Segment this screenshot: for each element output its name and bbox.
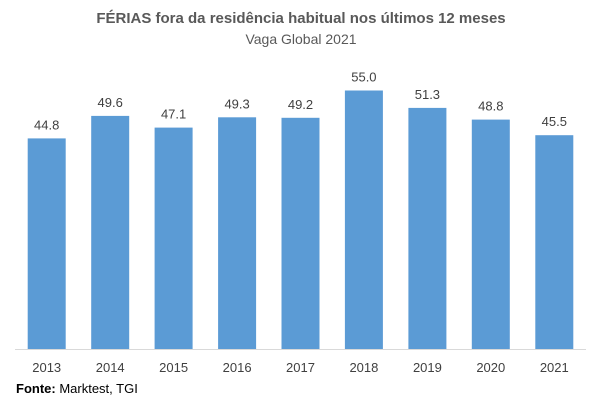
data-label-2018: 55.0 xyxy=(351,70,376,85)
x-tick-label-2014: 2014 xyxy=(96,360,125,375)
bar-2015 xyxy=(154,127,193,349)
data-label-2020: 48.8 xyxy=(478,99,503,114)
bar-2019 xyxy=(408,107,447,350)
x-tick-label-2015: 2015 xyxy=(159,360,188,375)
data-label-2015: 47.1 xyxy=(161,107,186,122)
bar-2014 xyxy=(91,115,130,350)
data-label-2017: 49.2 xyxy=(288,97,313,112)
x-tick-label-2019: 2019 xyxy=(413,360,442,375)
bar-2021 xyxy=(535,135,574,349)
x-tick-label-2018: 2018 xyxy=(349,360,378,375)
chart-title: FÉRIAS fora da residência habitual nos ú… xyxy=(96,10,506,27)
bar-2017 xyxy=(281,117,320,349)
x-tick-label-2013: 2013 xyxy=(32,360,61,375)
x-tick-label-2021: 2021 xyxy=(540,360,569,375)
x-tick-label-2020: 2020 xyxy=(476,360,505,375)
bar-2020 xyxy=(471,119,510,349)
data-label-2016: 49.3 xyxy=(224,96,249,111)
data-label-2021: 45.5 xyxy=(542,114,567,129)
data-label-2019: 51.3 xyxy=(415,87,440,102)
source-text: Marktest, TGI xyxy=(55,381,138,396)
x-tick-label-2016: 2016 xyxy=(223,360,252,375)
bar-2013 xyxy=(27,138,66,349)
data-label-2013: 44.8 xyxy=(34,117,59,132)
source-label: Fonte: xyxy=(16,381,56,396)
source-note: Fonte: Marktest, TGI xyxy=(16,381,138,396)
bar-2016 xyxy=(218,117,257,349)
data-label-2014: 49.6 xyxy=(98,95,123,110)
x-tick-label-2017: 2017 xyxy=(286,360,315,375)
chart-subtitle: Vaga Global 2021 xyxy=(245,31,357,47)
bar-2018 xyxy=(344,90,383,349)
